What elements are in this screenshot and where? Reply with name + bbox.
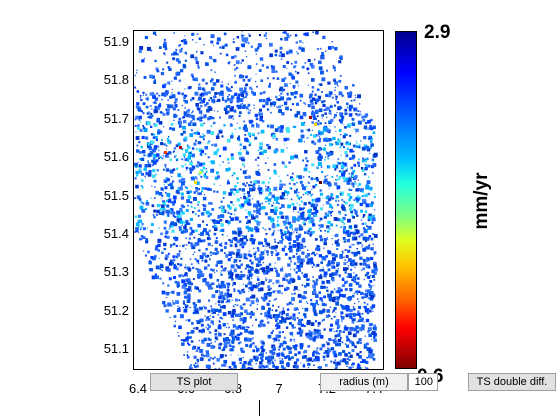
- map-axes[interactable]: [133, 30, 384, 370]
- ts-plot-button[interactable]: TS plot: [150, 373, 238, 391]
- y-tick: 51.4: [103, 226, 129, 241]
- y-tick: 51.3: [103, 264, 129, 279]
- y-tick: 51.6: [103, 149, 129, 164]
- y-tick: 51.1: [103, 341, 129, 356]
- y-tick: 51.8: [103, 72, 129, 87]
- velocity-map: [134, 31, 378, 369]
- velocity-points: [134, 31, 378, 369]
- colorbar: [395, 31, 417, 369]
- ts-double-diff-button[interactable]: TS double diff.: [468, 373, 556, 391]
- x-tick: 6.4: [128, 381, 148, 396]
- y-tick: 51.2: [103, 303, 129, 318]
- x-tick: 7: [275, 381, 283, 396]
- y-tick: 51.9: [103, 34, 129, 49]
- colorbar-max-label: 2.9: [424, 22, 451, 43]
- cursor-marker: [259, 400, 260, 416]
- radius-input[interactable]: 100: [408, 373, 438, 391]
- y-tick: 51.5: [103, 188, 129, 203]
- radius-label: radius (m): [320, 373, 408, 391]
- y-tick: 51.7: [103, 111, 129, 126]
- colorbar-unit-label: mm/yr: [471, 172, 492, 230]
